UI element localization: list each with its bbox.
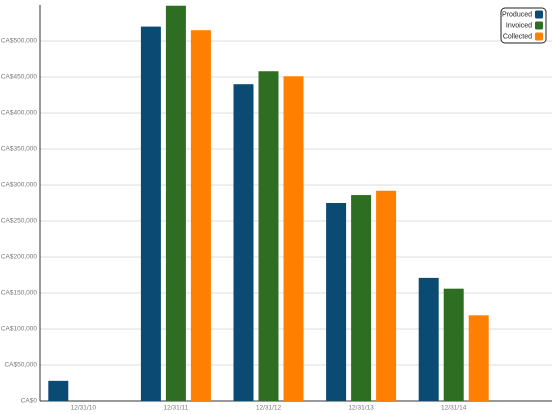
bar	[376, 190, 397, 401]
legend-swatch	[535, 21, 543, 30]
y-tick-label: CA$300,000	[1, 182, 38, 189]
y-tick-label: CA$350,000	[1, 146, 38, 153]
y-tick-label: CA$400,000	[1, 110, 38, 117]
x-tick-label: 12/31/12	[256, 405, 282, 412]
y-tick-label: CA$50,000	[4, 362, 37, 369]
bar	[165, 5, 186, 401]
legend-label: Produced	[502, 11, 532, 18]
bar	[418, 277, 439, 401]
bar	[468, 315, 489, 401]
bar	[48, 380, 69, 401]
bar	[326, 203, 347, 401]
y-tick-label: CA$500,000	[1, 38, 38, 45]
bar	[140, 26, 161, 401]
legend-swatch	[535, 32, 543, 41]
legend-box	[500, 7, 547, 44]
x-tick-label: 12/31/11	[163, 405, 188, 412]
y-tick-label: CA$200,000	[1, 254, 38, 261]
bar	[258, 71, 279, 402]
bar	[351, 195, 372, 401]
bar	[283, 76, 304, 401]
bar	[233, 84, 254, 401]
x-tick-label: 12/31/14	[441, 405, 467, 412]
x-tick-label: 12/31/13	[348, 405, 374, 412]
legend-swatch	[535, 10, 543, 19]
y-tick-label: CA$150,000	[1, 290, 38, 297]
y-tick-label: CA$250,000	[1, 218, 38, 225]
legend-label: Invoiced	[506, 22, 532, 29]
bar	[443, 288, 464, 401]
x-tick-label: 12/31/10	[71, 405, 97, 412]
y-tick-label: CA$0	[21, 398, 38, 405]
legend: Produced Invoiced Collected	[500, 7, 547, 44]
y-tick-label: CA$100,000	[1, 326, 38, 333]
y-tick-label: CA$450,000	[1, 74, 38, 81]
bar	[190, 30, 211, 401]
legend-label: Collected	[503, 33, 532, 40]
